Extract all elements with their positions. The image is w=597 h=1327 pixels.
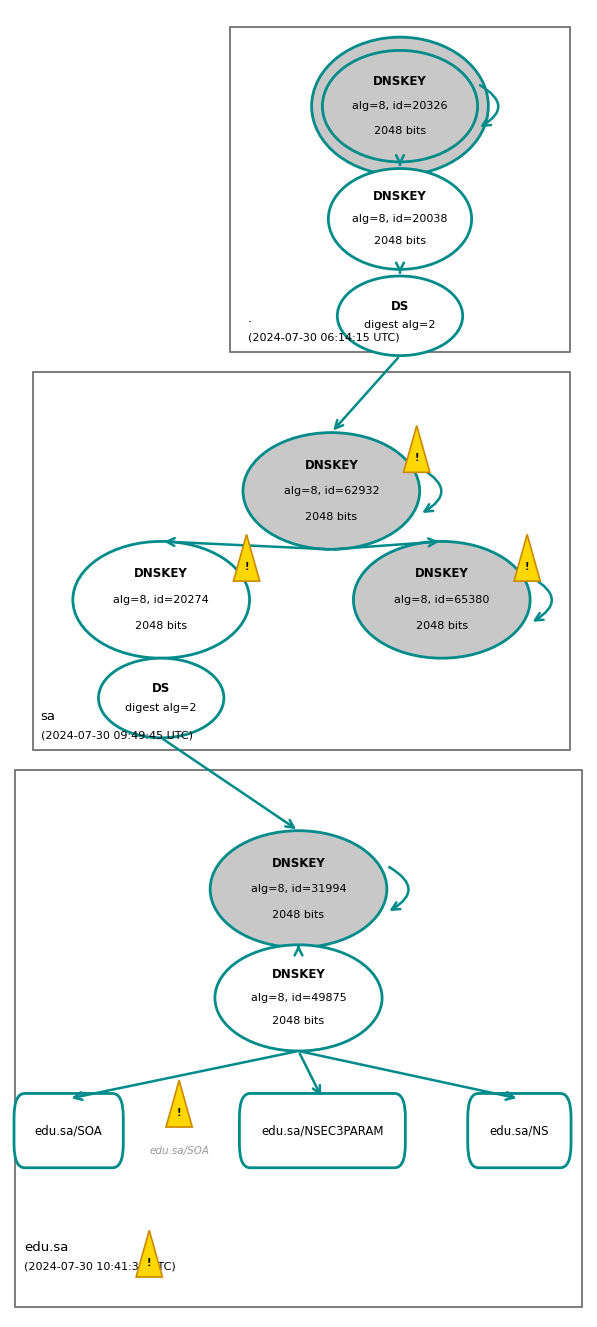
Ellipse shape — [328, 169, 472, 269]
Text: (2024-07-30 09:49:45 UTC): (2024-07-30 09:49:45 UTC) — [41, 730, 193, 740]
Text: edu.sa: edu.sa — [24, 1241, 68, 1254]
FancyBboxPatch shape — [239, 1093, 405, 1168]
Polygon shape — [136, 1230, 162, 1277]
Text: !: ! — [177, 1108, 181, 1119]
Text: edu.sa/SOA: edu.sa/SOA — [149, 1145, 209, 1156]
Text: DNSKEY: DNSKEY — [415, 568, 469, 580]
Text: sa: sa — [41, 710, 56, 723]
Text: edu.sa/SOA: edu.sa/SOA — [35, 1124, 103, 1137]
Text: alg=8, id=31994: alg=8, id=31994 — [251, 884, 346, 894]
Text: 2048 bits: 2048 bits — [374, 236, 426, 247]
Text: !: ! — [147, 1258, 152, 1269]
Bar — [33, 372, 570, 750]
Polygon shape — [166, 1080, 192, 1127]
Bar — [15, 770, 582, 1307]
Polygon shape — [404, 426, 430, 472]
Text: digest alg=2: digest alg=2 — [125, 702, 197, 713]
Text: 2048 bits: 2048 bits — [305, 512, 358, 522]
Text: alg=8, id=49875: alg=8, id=49875 — [251, 993, 346, 1003]
Text: 2048 bits: 2048 bits — [135, 621, 187, 630]
Text: edu.sa/NSEC3PARAM: edu.sa/NSEC3PARAM — [261, 1124, 384, 1137]
Text: DNSKEY: DNSKEY — [373, 76, 427, 88]
Text: DNSKEY: DNSKEY — [304, 459, 358, 471]
Text: alg=8, id=20038: alg=8, id=20038 — [352, 214, 448, 224]
Text: !: ! — [414, 454, 419, 463]
Text: DNSKEY: DNSKEY — [134, 568, 188, 580]
Text: alg=8, id=62932: alg=8, id=62932 — [284, 486, 379, 496]
Ellipse shape — [353, 541, 530, 658]
Text: (2024-07-30 06:14:15 UTC): (2024-07-30 06:14:15 UTC) — [248, 332, 399, 342]
Text: alg=8, id=20326: alg=8, id=20326 — [352, 101, 448, 111]
Text: (2024-07-30 10:41:34 UTC): (2024-07-30 10:41:34 UTC) — [24, 1261, 176, 1271]
Text: !: ! — [525, 563, 530, 572]
Text: DS: DS — [391, 300, 409, 313]
Text: 2048 bits: 2048 bits — [272, 910, 325, 920]
Text: DNSKEY: DNSKEY — [272, 967, 325, 981]
Ellipse shape — [215, 945, 382, 1051]
Text: edu.sa/NS: edu.sa/NS — [490, 1124, 549, 1137]
Text: 2048 bits: 2048 bits — [374, 126, 426, 135]
Ellipse shape — [210, 831, 387, 947]
Bar — [230, 27, 570, 352]
Polygon shape — [233, 535, 260, 581]
FancyBboxPatch shape — [14, 1093, 124, 1168]
Ellipse shape — [243, 433, 420, 549]
Text: .: . — [248, 312, 252, 325]
Text: !: ! — [244, 563, 249, 572]
Ellipse shape — [312, 37, 488, 175]
Ellipse shape — [337, 276, 463, 356]
Text: digest alg=2: digest alg=2 — [364, 320, 436, 330]
Text: alg=8, id=65380: alg=8, id=65380 — [394, 594, 490, 605]
Text: DS: DS — [152, 682, 170, 695]
Text: DNSKEY: DNSKEY — [373, 190, 427, 203]
Text: 2048 bits: 2048 bits — [272, 1016, 325, 1026]
Text: DNSKEY: DNSKEY — [272, 857, 325, 869]
Ellipse shape — [99, 658, 224, 738]
FancyBboxPatch shape — [468, 1093, 571, 1168]
Polygon shape — [514, 535, 540, 581]
Ellipse shape — [73, 541, 250, 658]
Text: 2048 bits: 2048 bits — [416, 621, 468, 630]
Text: alg=8, id=20274: alg=8, id=20274 — [113, 594, 209, 605]
